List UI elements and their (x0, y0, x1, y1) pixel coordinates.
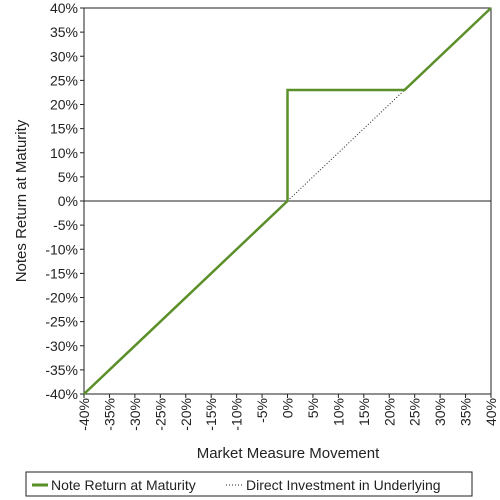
y-tick-label: 40% (50, 0, 78, 16)
legend-box (25, 471, 473, 497)
x-tick-labels: -40% -35% -30% -25% -20% -15% -10% -5% 0% 5% 10% 15… (76, 394, 499, 431)
y-tick-label: 5% (58, 169, 78, 185)
x-tick-label: 20% (381, 398, 397, 426)
x-tick-label: -15% (203, 398, 219, 431)
series-layer (83, 7, 492, 395)
legend-label-note-return: Note Return at Maturity (51, 477, 196, 493)
y-tick-label: -5% (53, 217, 78, 233)
y-tick-label: -20% (45, 290, 78, 306)
y-tick-label: 0% (58, 193, 78, 209)
legend-label-direct-investment: Direct Investment in Underlying (246, 477, 441, 493)
x-tick-label: 35% (458, 398, 474, 426)
y-tick-labels: 40% 35% 30% 25% 20% 15% 10% 5% 0% -5% -10% -15% -20%… (45, 0, 84, 402)
y-tick-label: 15% (50, 121, 78, 137)
x-tick-label: 5% (305, 398, 321, 418)
x-tick-label: 15% (356, 398, 372, 426)
y-tick-label: 10% (50, 145, 78, 161)
x-axis-label: Market Measure Movement (197, 445, 380, 462)
x-tick-label: 10% (330, 398, 346, 426)
x-tick-label: -10% (229, 398, 245, 431)
x-tick-label: -40% (76, 398, 92, 431)
x-tick-label: 40% (483, 398, 499, 426)
legend: Note Return at Maturity Direct Investmen… (25, 471, 473, 497)
x-tick-label: -35% (101, 398, 117, 431)
y-axis-label: Notes Return at Maturity (13, 119, 30, 282)
x-tick-label: -25% (152, 398, 168, 431)
series-line-note-return (83, 7, 492, 395)
x-tick-label: -5% (254, 398, 270, 423)
y-tick-label: 20% (50, 97, 78, 113)
x-tick-label: 0% (280, 398, 296, 418)
y-tick-label: -40% (45, 386, 78, 402)
y-tick-label: -30% (45, 338, 78, 354)
x-tick-label: 25% (407, 398, 423, 426)
y-tick-label: -15% (45, 265, 78, 281)
y-tick-label: -10% (45, 241, 78, 257)
x-tick-label: -30% (127, 398, 143, 431)
x-tick-label: 30% (432, 398, 448, 426)
y-tick-label: -35% (45, 362, 78, 378)
y-tick-label: 25% (50, 72, 78, 88)
y-tick-label: 35% (50, 24, 78, 40)
x-tick-label: -20% (178, 398, 194, 431)
y-tick-label: 30% (50, 48, 78, 64)
y-tick-label: -25% (45, 314, 78, 330)
